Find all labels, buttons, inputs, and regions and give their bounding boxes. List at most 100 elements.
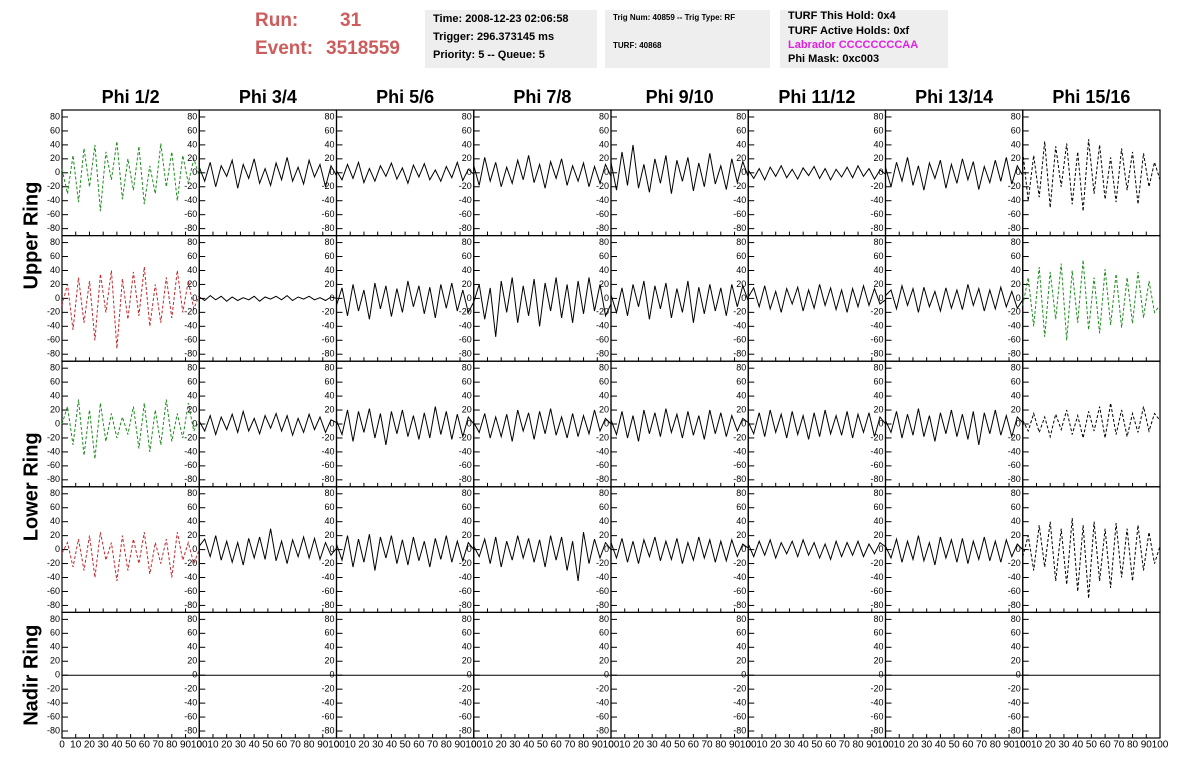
y-tick-label: 0 [741,293,746,303]
column-header: Phi 13/14 [915,87,993,107]
y-tick-label: 20 [462,530,472,540]
x-tick-label: 20 [358,740,370,751]
y-tick-label: 80 [599,237,609,247]
y-tick-label: 40 [599,265,609,275]
y-tick-label: 80 [324,111,334,121]
x-tick-label: 70 [153,740,165,751]
y-tick-label: -20 [459,684,472,694]
y-tick-label: 20 [462,656,472,666]
ring-label: Upper Ring [20,182,42,290]
y-tick-label: 80 [1011,363,1021,373]
y-tick-label: -80 [321,474,334,484]
y-tick-label: 60 [50,125,60,135]
y-tick-label: 0 [741,544,746,554]
column-header: Phi 5/6 [376,87,434,107]
y-tick-label: -80 [596,600,609,610]
y-tick-label: -40 [733,446,746,456]
y-tick-label: 80 [50,111,60,121]
x-tick-label: 70 [427,740,439,751]
x-tick-label: 90 [454,740,466,751]
y-tick-label: 0 [55,544,60,554]
x-tick-label: 0 [59,740,65,751]
y-tick-label: -20 [733,558,746,568]
x-tick-label: 90 [592,740,604,751]
y-tick-label: 80 [50,363,60,373]
y-tick-label: 0 [1016,293,1021,303]
y-tick-label: -80 [596,349,609,359]
x-tick-label: 0 [883,740,889,751]
y-tick-label: 80 [50,237,60,247]
y-tick-label: 80 [599,111,609,121]
x-tick-label: 100 [1014,740,1031,751]
y-tick-label: -40 [459,572,472,582]
y-tick-label: 80 [873,488,883,498]
x-tick-label: 70 [1113,740,1125,751]
y-tick-label: 40 [187,390,197,400]
y-tick-label: -80 [596,474,609,484]
x-tick-label: 60 [276,740,288,751]
y-tick-label: -40 [47,195,60,205]
y-tick-label: -60 [596,209,609,219]
y-tick-label: 60 [1011,125,1021,135]
y-tick-label: -60 [184,460,197,470]
y-tick-label: 80 [599,614,609,624]
x-tick-label: 60 [688,740,700,751]
y-tick-label: -40 [596,195,609,205]
y-tick-label: 0 [55,670,60,680]
y-tick-label: -20 [596,558,609,568]
waveform [473,408,612,442]
waveform [473,532,612,582]
y-tick-label: -20 [733,684,746,694]
y-tick-label: -60 [870,335,883,345]
y-tick-label: -80 [733,725,746,735]
y-tick-label: 80 [736,363,746,373]
y-tick-label: 20 [873,153,883,163]
x-tick-label: 10 [619,740,631,751]
y-tick-label: -20 [870,432,883,442]
x-tick-label: 0 [471,740,477,751]
y-tick-label: 20 [462,404,472,414]
y-tick-label: 0 [192,418,197,428]
y-tick-label: 40 [50,390,60,400]
y-tick-label: -40 [184,446,197,456]
y-tick-label: 40 [50,642,60,652]
y-tick-label: -20 [47,181,60,191]
y-tick-label: 40 [736,265,746,275]
waveform [885,283,1024,313]
info-text: Phi Mask: 0xc003 [788,53,880,65]
y-tick-label: -60 [321,586,334,596]
y-tick-label: 60 [50,628,60,638]
y-tick-label: 0 [467,544,472,554]
y-tick-label: 0 [878,167,883,177]
x-tick-label: 30 [784,740,796,751]
y-tick-label: 20 [187,153,197,163]
y-tick-label: 20 [736,279,746,289]
x-tick-label: 100 [603,740,620,751]
x-tick-label: 30 [1058,740,1070,751]
y-tick-label: -80 [870,223,883,233]
y-tick-label: 0 [192,670,197,680]
y-tick-label: 80 [873,237,883,247]
y-tick-label: -40 [1008,697,1021,707]
x-tick-label: 100 [465,740,482,751]
y-tick-label: 40 [599,139,609,149]
y-tick-label: 80 [462,111,472,121]
panel-frame [1022,235,1161,362]
waveform [1022,259,1161,341]
y-tick-label: 60 [736,628,746,638]
x-tick-label: 90 [180,740,192,751]
y-tick-label: -20 [596,181,609,191]
y-tick-label: -60 [459,460,472,470]
y-tick-label: 0 [329,293,334,303]
y-tick-label: 80 [187,488,197,498]
y-tick-label: -40 [321,697,334,707]
x-tick-label: 90 [317,740,329,751]
time-box: Time: 2008-12-23 02:06:58 Trigger: 296.3… [425,10,597,68]
y-tick-label: -40 [321,446,334,456]
y-tick-label: 20 [736,404,746,414]
y-tick-label: 40 [736,516,746,526]
y-tick-label: 20 [873,279,883,289]
y-tick-label: 80 [736,488,746,498]
y-tick-label: -80 [733,223,746,233]
y-tick-label: 60 [599,125,609,135]
